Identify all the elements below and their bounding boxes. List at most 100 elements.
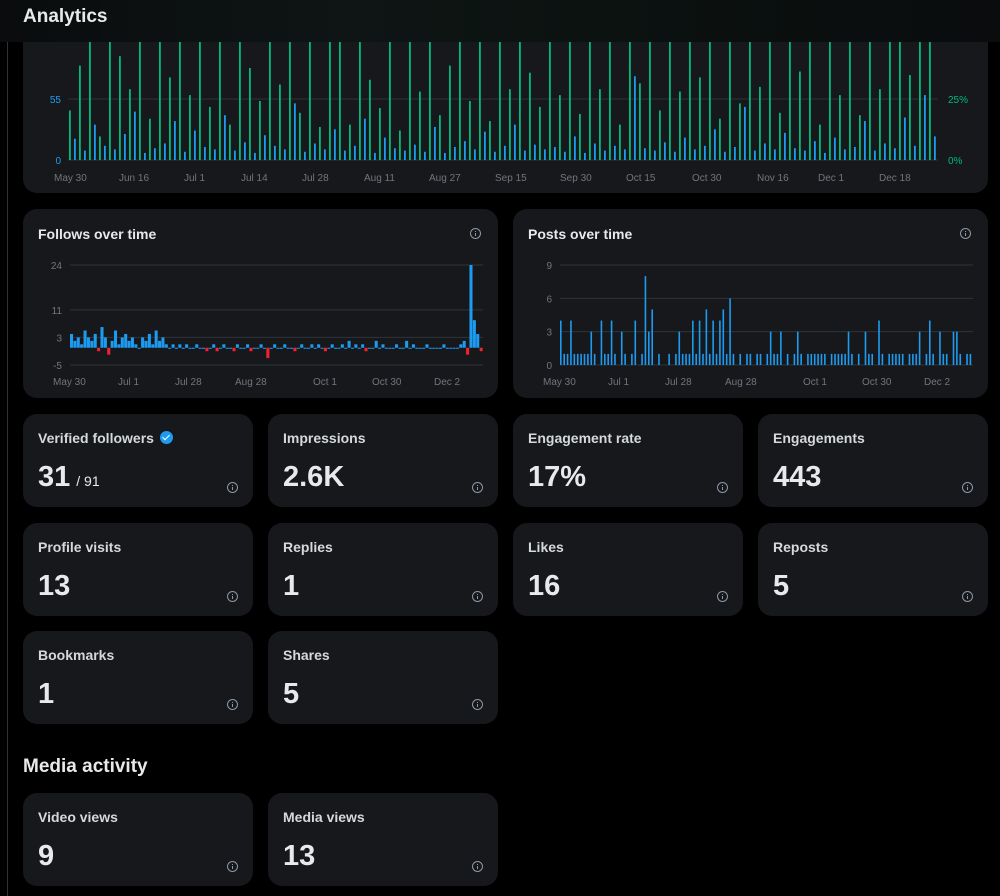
bar xyxy=(219,42,221,160)
bar xyxy=(692,320,694,365)
bar xyxy=(141,337,145,348)
bar xyxy=(452,347,456,349)
bar xyxy=(934,136,936,160)
bar xyxy=(472,320,476,348)
x-tick-label: Oct 1 xyxy=(803,377,827,388)
bar xyxy=(705,309,708,365)
bar xyxy=(296,347,300,349)
bar xyxy=(464,141,466,160)
bar xyxy=(579,113,581,160)
bar xyxy=(90,340,94,348)
bar xyxy=(110,340,114,348)
metric-value: 5 xyxy=(283,678,300,710)
y-tick-label: 9 xyxy=(546,261,552,272)
bar xyxy=(851,353,853,365)
metric-subvalue: / 91 xyxy=(76,473,100,489)
bar xyxy=(868,353,870,365)
bar xyxy=(813,353,816,365)
bar xyxy=(299,112,301,160)
bar xyxy=(918,331,921,365)
info-icon[interactable] xyxy=(472,482,483,493)
y-tick-label: 0% xyxy=(948,156,963,167)
bar xyxy=(234,150,236,160)
bar xyxy=(432,347,436,349)
bar xyxy=(756,353,758,365)
bar xyxy=(914,145,916,160)
bar xyxy=(89,42,91,160)
metric-card-media-views: Media views 13 xyxy=(268,793,498,886)
info-icon[interactable] xyxy=(962,591,973,602)
info-icon[interactable] xyxy=(962,482,973,493)
bar xyxy=(719,118,721,160)
info-icon[interactable] xyxy=(717,591,728,602)
bar xyxy=(814,141,816,160)
bar xyxy=(229,124,231,160)
info-icon[interactable] xyxy=(960,228,971,239)
bar xyxy=(784,132,786,160)
bar xyxy=(168,347,172,349)
bar xyxy=(614,145,616,160)
metric-label: Profile visits xyxy=(38,539,122,555)
metric-label: Video views xyxy=(38,809,118,825)
bar xyxy=(600,320,603,365)
bar xyxy=(587,353,589,365)
bar xyxy=(74,138,76,160)
bar xyxy=(418,347,422,349)
bar xyxy=(232,347,236,352)
bar xyxy=(367,347,371,349)
bar xyxy=(669,42,671,160)
info-icon[interactable] xyxy=(472,699,483,710)
x-tick-label: Aug 28 xyxy=(235,377,267,388)
bar xyxy=(378,347,382,349)
info-icon[interactable] xyxy=(227,591,238,602)
bar xyxy=(374,152,376,160)
bar xyxy=(901,353,904,365)
info-icon[interactable] xyxy=(227,861,238,872)
bar xyxy=(449,347,453,349)
bar xyxy=(894,148,896,160)
bar xyxy=(324,149,326,160)
bar xyxy=(956,331,958,365)
bar xyxy=(714,129,716,160)
bar xyxy=(339,42,341,160)
bar xyxy=(79,65,81,160)
bar xyxy=(594,143,596,160)
bar xyxy=(847,331,850,365)
bar xyxy=(337,347,341,349)
bar xyxy=(641,353,643,365)
bar xyxy=(208,347,212,349)
info-icon[interactable] xyxy=(472,591,483,602)
info-icon[interactable] xyxy=(472,861,483,872)
metric-value: 1 xyxy=(38,678,55,710)
metric-card-reposts: Reposts 5 xyxy=(758,523,988,616)
bar xyxy=(171,344,175,348)
bar xyxy=(928,320,931,365)
bar xyxy=(796,331,799,365)
info-icon[interactable] xyxy=(227,699,238,710)
x-tick-label: Sep 30 xyxy=(560,173,592,184)
bar xyxy=(97,347,101,352)
bar xyxy=(648,331,650,365)
media-activity-title: Media activity xyxy=(23,756,148,777)
metric-label: Engagements xyxy=(773,430,865,446)
bar xyxy=(584,152,586,160)
bar xyxy=(469,265,473,348)
bar xyxy=(549,42,551,160)
bar xyxy=(158,340,162,348)
info-icon[interactable] xyxy=(227,482,238,493)
bar xyxy=(80,344,84,348)
bar xyxy=(766,353,769,365)
bar xyxy=(329,42,331,160)
info-icon[interactable] xyxy=(470,228,481,239)
bar xyxy=(881,353,884,365)
info-icon[interactable] xyxy=(717,482,728,493)
bar xyxy=(137,347,141,349)
bar xyxy=(834,137,836,160)
y-tick-label: 0 xyxy=(55,156,61,167)
bar xyxy=(854,147,856,160)
bar xyxy=(695,353,698,365)
engagement-chart: 55 0 25% 0% May 30 Jun 16 Jul 1 Jul 14 Jul 28 Aug… xyxy=(50,42,968,184)
bar xyxy=(769,42,771,160)
bar xyxy=(428,347,432,349)
bar xyxy=(454,147,456,160)
